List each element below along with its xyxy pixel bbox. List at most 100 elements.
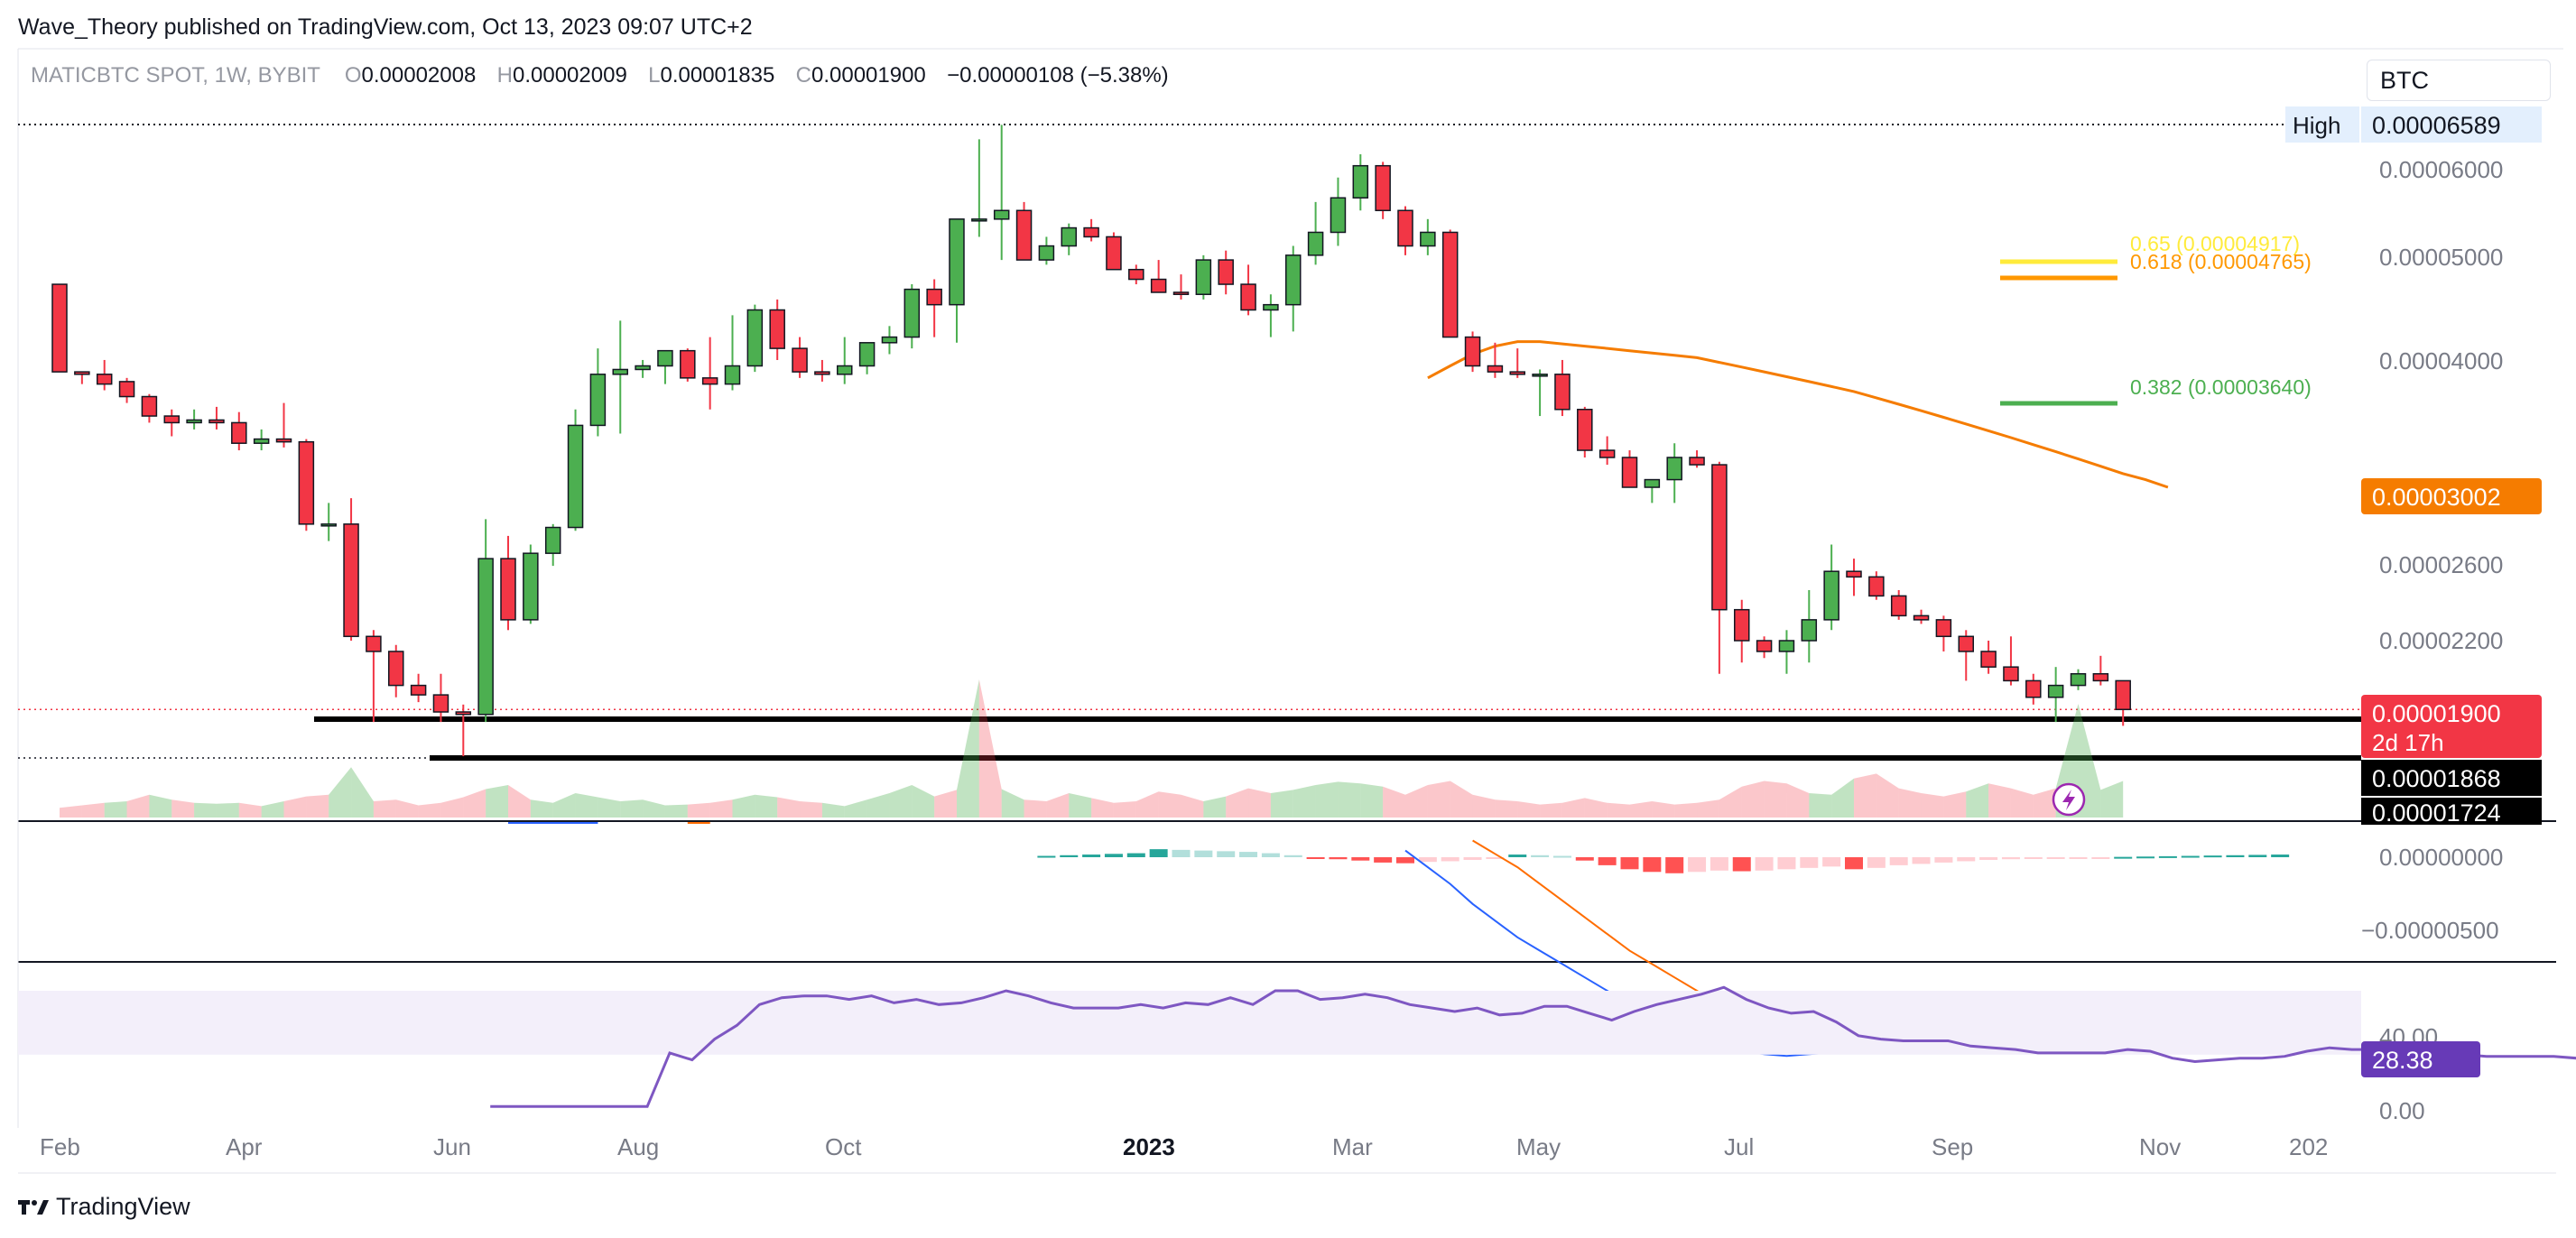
candle-body: [477, 558, 494, 716]
candle-body: [1868, 576, 1885, 597]
volume-area-segment: [126, 794, 150, 818]
volume-area-segment: [1315, 781, 1339, 818]
candle-body: [1621, 457, 1638, 488]
candle: [1218, 250, 1234, 295]
candle-body: [2047, 684, 2064, 698]
time-axis-tick: Feb: [40, 1133, 80, 1160]
candle-body: [1263, 303, 1279, 311]
support-1-label: 0.00001868: [2372, 765, 2501, 792]
macd-histogram-bar: [1552, 855, 1571, 858]
macd-histogram-bar: [2046, 857, 2065, 859]
candle: [544, 523, 561, 567]
macd-histogram-bar: [1283, 855, 1302, 857]
macd-histogram-bar: [1912, 857, 1931, 864]
candle-body: [1061, 226, 1077, 247]
macd-histogram-bar: [1082, 855, 1101, 857]
candle: [118, 377, 135, 403]
footer-brand[interactable]: TradingView: [18, 1193, 190, 1221]
volume-area-segment: [1427, 781, 1450, 818]
candle: [1420, 218, 1436, 255]
close-value: 0.00001900: [811, 63, 926, 88]
candle-body: [1980, 651, 1997, 668]
candle-body: [993, 209, 1010, 220]
volume-area-segment: [60, 805, 82, 818]
macd-histogram-bar: [1777, 857, 1796, 870]
symbol-legend: MATICBTC SPOT, 1W, BYBIT O0.00002008 H0.…: [31, 63, 1169, 88]
time-axis-tick: Mar: [1332, 1133, 1373, 1160]
volume-area-segment: [1495, 799, 1518, 818]
volume-area-segment: [194, 802, 217, 818]
volume-area-segment: [1674, 802, 1698, 818]
candle-body: [1846, 570, 1862, 578]
macd-histogram-bar: [1396, 857, 1414, 864]
candle: [366, 630, 382, 723]
candle: [1711, 461, 1728, 674]
candle: [1172, 274, 1190, 300]
macd-histogram-bar: [1755, 857, 1774, 871]
macd-histogram-bar: [1598, 857, 1617, 865]
candle: [971, 139, 987, 237]
candle: [612, 320, 628, 434]
candle-body: [746, 309, 764, 367]
candle-body: [523, 552, 539, 621]
candle: [1980, 641, 1997, 674]
candle-body: [612, 368, 628, 375]
volume-area-segment: [2100, 781, 2124, 818]
support-1-bg: [2361, 760, 2542, 796]
volume-area-segment: [1270, 790, 1293, 818]
macd-histogram-bar: [2001, 857, 2020, 860]
candle-body: [1083, 226, 1099, 238]
candle: [1150, 260, 1167, 293]
macd-histogram-bar: [1486, 857, 1505, 859]
time-axis-tick: Apr: [226, 1133, 263, 1160]
candle-body: [544, 526, 561, 554]
macd-histogram-bar: [1329, 857, 1348, 860]
macd-histogram-bar: [1172, 849, 1191, 857]
candle-body: [1128, 268, 1144, 281]
price-axis-tick: 0.00006000: [2379, 156, 2503, 183]
candle-body: [926, 288, 942, 306]
candle: [1375, 162, 1391, 219]
candle: [903, 284, 921, 349]
candle: [1890, 590, 1907, 620]
candle-body: [635, 365, 651, 371]
candle-body: [74, 371, 90, 375]
rsi-value-label: 28.38: [2372, 1047, 2433, 1074]
time-axis-tick: Sep: [1932, 1133, 1973, 1160]
macd-histogram-bar: [1643, 857, 1662, 873]
support-2-bg: [2361, 798, 2542, 825]
macd-histogram-bar: [2248, 855, 2267, 857]
candle: [858, 342, 876, 374]
volume-area-segment: [844, 799, 867, 818]
candle-body: [320, 523, 337, 527]
candle-body: [410, 684, 427, 696]
candle: [1307, 201, 1324, 265]
macd-histogram-bar: [1217, 851, 1236, 857]
candle: [1441, 229, 1459, 338]
macd-histogram-bar: [2091, 857, 2110, 859]
volume-area-segment: [1921, 793, 1944, 818]
candle: [1846, 559, 1862, 596]
candle: [1352, 153, 1369, 211]
volume-area-segment: [329, 767, 352, 818]
volume-area-segment: [1181, 794, 1204, 818]
candle-body: [1532, 374, 1548, 377]
volume-area-segment: [1517, 801, 1541, 818]
high-label: H: [496, 63, 513, 88]
candle-body: [432, 694, 449, 713]
price-axis-tick: 0.00002600: [2379, 551, 2503, 578]
candle: [343, 498, 359, 641]
candle-body: [1397, 209, 1413, 247]
candle: [769, 299, 785, 360]
volume-area-segment: [2033, 788, 2056, 818]
time-axis-tick: Oct: [825, 1133, 862, 1160]
volume-area-segment: [1988, 783, 2011, 818]
candle: [2003, 636, 2019, 686]
candle-body: [837, 365, 853, 375]
volume-area-segment: [1338, 781, 1361, 818]
candle-body: [298, 440, 315, 525]
currency-selector[interactable]: BTC: [2367, 60, 2551, 101]
volume-area-segment: [149, 794, 172, 818]
macd-histogram-bar: [1934, 857, 1953, 863]
